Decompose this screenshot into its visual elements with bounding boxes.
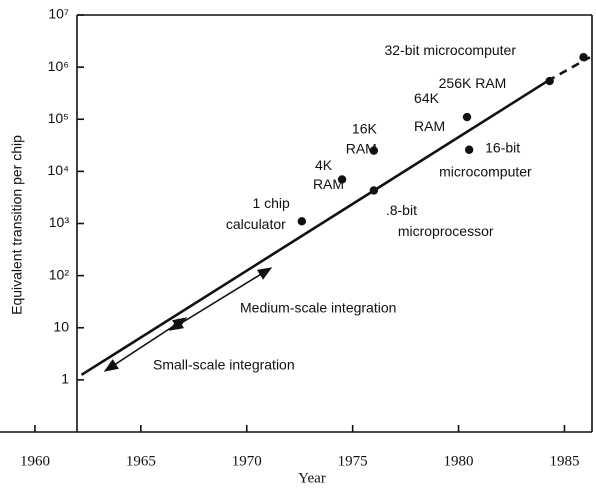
- point-label: calculator: [226, 216, 286, 232]
- point-label: 32-bit microcomputer: [385, 42, 517, 58]
- annotation: Small-scale integration: [153, 357, 295, 373]
- y-axis-label: Equivalent transition per chip: [9, 135, 25, 315]
- x-tick-label: 1970: [232, 453, 262, 469]
- trend-line: [80, 79, 549, 376]
- point-label: microcomputer: [439, 163, 532, 179]
- point: [369, 186, 379, 195]
- y-tick-label: 10³: [49, 214, 70, 230]
- medium-scale-arrow: [168, 267, 273, 331]
- y-tick-label: 10⁶: [48, 58, 69, 74]
- point: [462, 112, 472, 122]
- x-tick-label: 1985: [549, 453, 579, 469]
- point-label: 16-bit: [485, 139, 520, 155]
- point: [297, 217, 307, 226]
- y-tick-label: 10: [53, 318, 69, 334]
- point-label: RAM: [346, 140, 377, 156]
- point-label: RAM: [313, 176, 344, 192]
- y-tick-label: 10⁷: [48, 6, 69, 22]
- point: [337, 175, 347, 184]
- x-axis-label: Year: [298, 470, 326, 486]
- point-label: 4K: [315, 157, 333, 173]
- point: [369, 146, 379, 155]
- x-tick-label: 1975: [338, 453, 368, 469]
- point-label: 64K: [414, 90, 440, 106]
- point: [579, 53, 588, 62]
- point-label: microprocessor: [398, 223, 494, 239]
- y-tick-label: 10⁵: [48, 110, 69, 126]
- point-label: .8-bit: [386, 202, 417, 218]
- point: [545, 76, 554, 86]
- point-label: 256K RAM: [439, 75, 507, 91]
- annotation: Medium-scale integration: [240, 300, 396, 316]
- x-tick-label: 1965: [126, 453, 156, 469]
- x-tick-label: 1980: [444, 453, 474, 469]
- point-label: 1 chip: [252, 195, 290, 211]
- point: [464, 145, 474, 154]
- x-tick-label: 1960: [20, 453, 50, 469]
- y-tick-label: 10²: [49, 266, 70, 282]
- y-tick-label: 1: [61, 371, 69, 387]
- point-label: 16K: [352, 120, 378, 136]
- y-tick-label: 10⁴: [47, 162, 69, 178]
- point-label: RAM: [414, 118, 445, 134]
